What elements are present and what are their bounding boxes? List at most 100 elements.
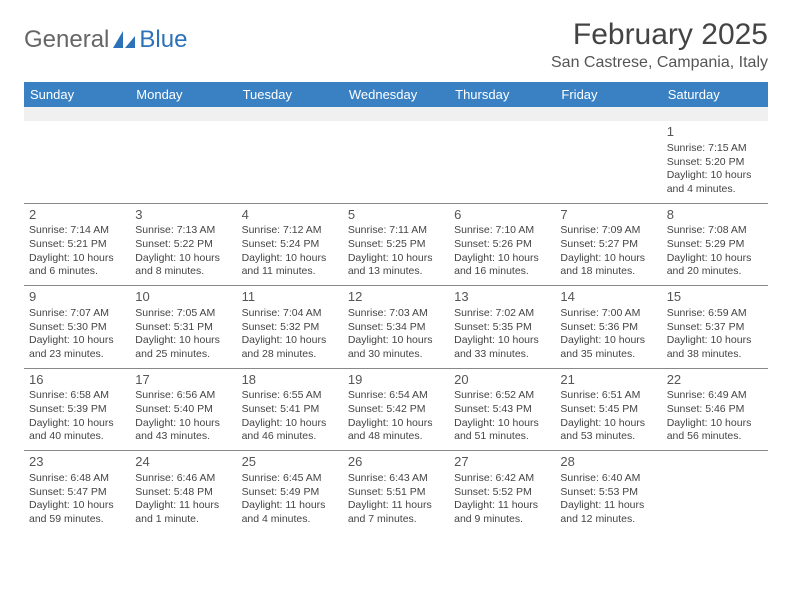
sunset-text: Sunset: 5:47 PM — [29, 486, 125, 500]
day-number: 27 — [454, 454, 550, 471]
sunset-text: Sunset: 5:45 PM — [560, 403, 656, 417]
day-number: 5 — [348, 207, 444, 224]
sunset-text: Sunset: 5:48 PM — [135, 486, 231, 500]
calendar-cell: 16Sunrise: 6:58 AMSunset: 5:39 PMDayligh… — [24, 369, 130, 451]
calendar-cell: 2Sunrise: 7:14 AMSunset: 5:21 PMDaylight… — [24, 204, 130, 286]
calendar-week: 1Sunrise: 7:15 AMSunset: 5:20 PMDaylight… — [24, 121, 768, 203]
day-header: Monday — [130, 82, 236, 107]
daylight-text: Daylight: 10 hours and 48 minutes. — [348, 417, 444, 444]
day-number: 28 — [560, 454, 656, 471]
sunrise-text: Sunrise: 7:05 AM — [135, 307, 231, 321]
day-number: 12 — [348, 289, 444, 306]
sunset-text: Sunset: 5:41 PM — [242, 403, 338, 417]
sunrise-text: Sunrise: 7:14 AM — [29, 224, 125, 238]
calendar-cell: 26Sunrise: 6:43 AMSunset: 5:51 PMDayligh… — [343, 451, 449, 533]
calendar-cell: 8Sunrise: 7:08 AMSunset: 5:29 PMDaylight… — [662, 204, 768, 286]
sunset-text: Sunset: 5:40 PM — [135, 403, 231, 417]
day-number: 3 — [135, 207, 231, 224]
sunrise-text: Sunrise: 7:09 AM — [560, 224, 656, 238]
sunrise-text: Sunrise: 7:00 AM — [560, 307, 656, 321]
sunset-text: Sunset: 5:36 PM — [560, 321, 656, 335]
calendar-cell: 15Sunrise: 6:59 AMSunset: 5:37 PMDayligh… — [662, 286, 768, 368]
calendar-cell: 22Sunrise: 6:49 AMSunset: 5:46 PMDayligh… — [662, 369, 768, 451]
daylight-text: Daylight: 10 hours and 23 minutes. — [29, 334, 125, 361]
daylight-text: Daylight: 10 hours and 53 minutes. — [560, 417, 656, 444]
sunset-text: Sunset: 5:49 PM — [242, 486, 338, 500]
calendar-cell: 4Sunrise: 7:12 AMSunset: 5:24 PMDaylight… — [237, 204, 343, 286]
month-title: February 2025 — [551, 18, 768, 52]
sunset-text: Sunset: 5:21 PM — [29, 238, 125, 252]
day-number: 11 — [242, 289, 338, 306]
sunrise-text: Sunrise: 7:03 AM — [348, 307, 444, 321]
calendar-week: 16Sunrise: 6:58 AMSunset: 5:39 PMDayligh… — [24, 369, 768, 451]
sunset-text: Sunset: 5:25 PM — [348, 238, 444, 252]
sunrise-text: Sunrise: 6:56 AM — [135, 389, 231, 403]
day-number: 8 — [667, 207, 763, 224]
sunrise-text: Sunrise: 7:12 AM — [242, 224, 338, 238]
sunrise-text: Sunrise: 6:52 AM — [454, 389, 550, 403]
sunset-text: Sunset: 5:51 PM — [348, 486, 444, 500]
sunset-text: Sunset: 5:27 PM — [560, 238, 656, 252]
sunrise-text: Sunrise: 6:54 AM — [348, 389, 444, 403]
day-header: Friday — [555, 82, 661, 107]
daylight-text: Daylight: 10 hours and 35 minutes. — [560, 334, 656, 361]
daylight-text: Daylight: 11 hours and 12 minutes. — [560, 499, 656, 526]
day-number: 16 — [29, 372, 125, 389]
sunset-text: Sunset: 5:52 PM — [454, 486, 550, 500]
daylight-text: Daylight: 10 hours and 56 minutes. — [667, 417, 763, 444]
calendar-week: 23Sunrise: 6:48 AMSunset: 5:47 PMDayligh… — [24, 451, 768, 533]
calendar-cell: 18Sunrise: 6:55 AMSunset: 5:41 PMDayligh… — [237, 369, 343, 451]
calendar-cell: 28Sunrise: 6:40 AMSunset: 5:53 PMDayligh… — [555, 451, 661, 533]
calendar-cell: 27Sunrise: 6:42 AMSunset: 5:52 PMDayligh… — [449, 451, 555, 533]
daylight-text: Daylight: 10 hours and 38 minutes. — [667, 334, 763, 361]
sunset-text: Sunset: 5:32 PM — [242, 321, 338, 335]
sunset-text: Sunset: 5:22 PM — [135, 238, 231, 252]
day-number: 15 — [667, 289, 763, 306]
daylight-text: Daylight: 10 hours and 43 minutes. — [135, 417, 231, 444]
daylight-text: Daylight: 10 hours and 46 minutes. — [242, 417, 338, 444]
calendar-cell — [237, 121, 343, 203]
day-header: Sunday — [24, 82, 130, 107]
day-number: 10 — [135, 289, 231, 306]
day-header: Saturday — [662, 82, 768, 107]
calendar-cell: 23Sunrise: 6:48 AMSunset: 5:47 PMDayligh… — [24, 451, 130, 533]
sunrise-text: Sunrise: 7:07 AM — [29, 307, 125, 321]
sunrise-text: Sunrise: 6:45 AM — [242, 472, 338, 486]
day-number: 2 — [29, 207, 125, 224]
calendar-cell — [449, 121, 555, 203]
calendar-cell: 20Sunrise: 6:52 AMSunset: 5:43 PMDayligh… — [449, 369, 555, 451]
day-number: 25 — [242, 454, 338, 471]
day-header: Tuesday — [237, 82, 343, 107]
brand-part1: General — [24, 26, 109, 54]
sunset-text: Sunset: 5:42 PM — [348, 403, 444, 417]
calendar-cell: 9Sunrise: 7:07 AMSunset: 5:30 PMDaylight… — [24, 286, 130, 368]
calendar-cell: 13Sunrise: 7:02 AMSunset: 5:35 PMDayligh… — [449, 286, 555, 368]
calendar-cell — [343, 121, 449, 203]
sunset-text: Sunset: 5:24 PM — [242, 238, 338, 252]
day-number: 7 — [560, 207, 656, 224]
sunset-text: Sunset: 5:29 PM — [667, 238, 763, 252]
daylight-text: Daylight: 10 hours and 25 minutes. — [135, 334, 231, 361]
sunset-text: Sunset: 5:26 PM — [454, 238, 550, 252]
day-number: 1 — [667, 124, 763, 141]
daylight-text: Daylight: 10 hours and 16 minutes. — [454, 252, 550, 279]
calendar-cell: 3Sunrise: 7:13 AMSunset: 5:22 PMDaylight… — [130, 204, 236, 286]
daylight-text: Daylight: 10 hours and 13 minutes. — [348, 252, 444, 279]
daylight-text: Daylight: 11 hours and 7 minutes. — [348, 499, 444, 526]
sunset-text: Sunset: 5:30 PM — [29, 321, 125, 335]
sunrise-text: Sunrise: 7:04 AM — [242, 307, 338, 321]
sunset-text: Sunset: 5:46 PM — [667, 403, 763, 417]
daylight-text: Daylight: 10 hours and 59 minutes. — [29, 499, 125, 526]
calendar-week: 9Sunrise: 7:07 AMSunset: 5:30 PMDaylight… — [24, 286, 768, 368]
sunrise-text: Sunrise: 6:58 AM — [29, 389, 125, 403]
calendar-cell — [662, 451, 768, 533]
daylight-text: Daylight: 10 hours and 4 minutes. — [667, 169, 763, 196]
sunrise-text: Sunrise: 7:11 AM — [348, 224, 444, 238]
sunrise-text: Sunrise: 6:46 AM — [135, 472, 231, 486]
daylight-text: Daylight: 10 hours and 40 minutes. — [29, 417, 125, 444]
sunrise-text: Sunrise: 6:42 AM — [454, 472, 550, 486]
sunrise-text: Sunrise: 6:43 AM — [348, 472, 444, 486]
calendar-body: 1Sunrise: 7:15 AMSunset: 5:20 PMDaylight… — [24, 107, 768, 533]
day-number: 4 — [242, 207, 338, 224]
title-block: February 2025 San Castrese, Campania, It… — [551, 18, 768, 72]
